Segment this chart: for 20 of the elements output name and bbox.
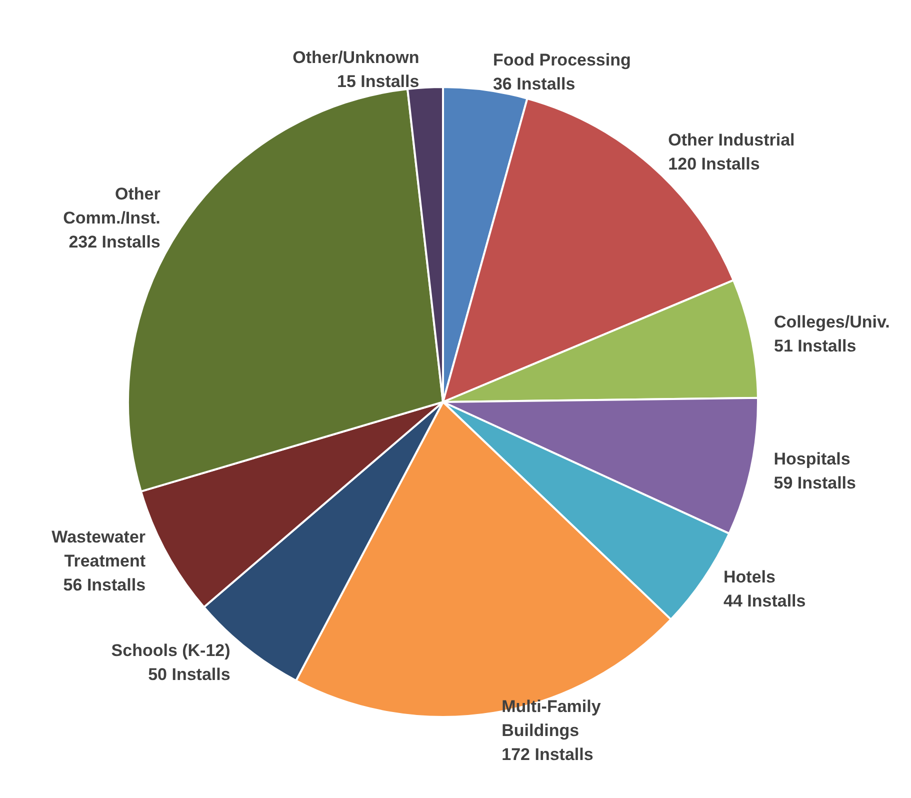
data-label: 44 Installs (724, 592, 806, 611)
slice-label: Other Comm./Inst. (63, 184, 161, 228)
data-label: 51 Installs (774, 336, 856, 356)
data-label: 172 Installs (502, 745, 594, 764)
slice-label: Other/Unknown (292, 48, 420, 68)
data-label: 120 Installs (668, 154, 760, 174)
slice-label: Schools (K-12) (111, 640, 230, 660)
slice-label: Multi-Family Buildings (502, 697, 602, 740)
slice-label: Hotels (724, 568, 776, 587)
slice-label: Wastewater Treatment (52, 528, 146, 571)
slice-label: Other Industrial (668, 130, 795, 150)
data-label: 59 Installs (774, 474, 856, 493)
slice-label: Colleges/Univ. (774, 312, 890, 332)
slice-label: Food Processing (492, 50, 631, 70)
slice-label: Hospitals (774, 450, 850, 469)
data-label: 36 Installs (492, 74, 576, 94)
data-label: 50 Installs (148, 664, 230, 684)
data-label: 15 Installs (337, 72, 420, 92)
data-label: 232 Installs (68, 232, 160, 252)
data-label: 56 Installs (63, 576, 146, 595)
